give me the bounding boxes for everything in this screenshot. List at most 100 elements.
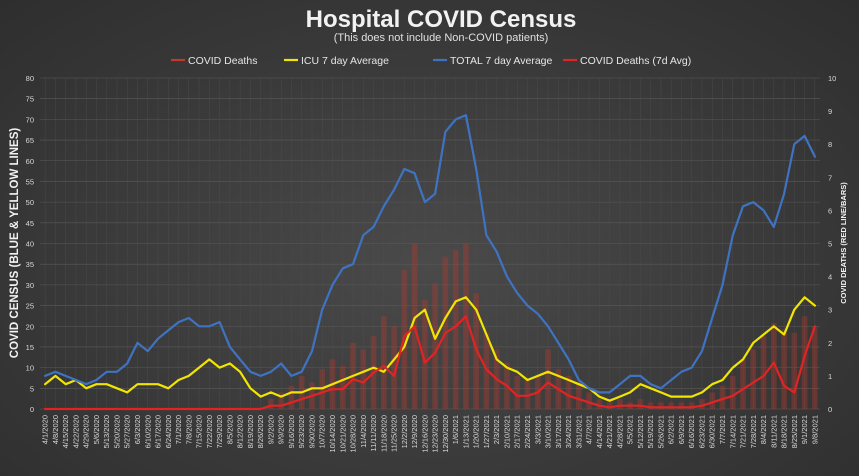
y-right-tick-label: 4 (828, 273, 832, 282)
y-right-tick-label: 8 (828, 140, 832, 149)
x-tick-label: 9/16/2020 (287, 415, 296, 448)
death-bar (729, 375, 736, 409)
death-bar (770, 322, 777, 409)
series-line-icu-7-day-average (43, 296, 817, 402)
x-tick-label: 9/9/2020 (277, 415, 286, 444)
x-tick-label: 6/10/2020 (143, 415, 152, 448)
legend-label: TOTAL 7 day Average (450, 55, 552, 67)
death-bar (647, 402, 654, 409)
death-bar (514, 375, 521, 409)
death-bar (617, 399, 623, 409)
y-left-tick-label: 35 (26, 260, 34, 269)
x-tick-label: 2/17/2021 (513, 415, 522, 448)
death-bar (760, 336, 767, 409)
x-tick-label: 6/16/2021 (687, 415, 696, 448)
x-tick-label: 10/7/2020 (318, 415, 327, 448)
y-left-tick-label: 20 (26, 322, 34, 331)
y-right-tick-label: 7 (828, 173, 832, 182)
x-tick-label: 7/1/2020 (174, 415, 183, 444)
death-bar (740, 359, 746, 409)
x-tick-label: 7/7/2021 (718, 415, 727, 444)
y-left-tick-label: 65 (26, 136, 34, 145)
y-left-tick-label: 0 (30, 405, 34, 414)
series-line-total-7-day-average (43, 114, 817, 394)
x-tick-label: 4/8/2020 (51, 415, 60, 444)
death-bar (524, 379, 531, 409)
x-tick-label: 4/21/2021 (605, 415, 614, 448)
death-bar (719, 385, 726, 409)
death-bar (432, 283, 438, 409)
x-tick-label: 3/3/2021 (533, 415, 542, 444)
legend-label: ICU 7 day Average (301, 55, 389, 67)
death-bar (699, 399, 705, 409)
y-left-tick-label: 45 (26, 219, 34, 228)
x-tick-label: 12/16/2020 (420, 415, 429, 453)
x-tick-label: 12/30/2020 (441, 415, 450, 453)
y-right-tick-label: 6 (828, 206, 832, 215)
x-tick-label: 5/13/2020 (102, 415, 111, 448)
grid (40, 77, 820, 410)
y-left-tick-label: 5 (30, 384, 34, 393)
death-bar (422, 299, 428, 409)
y-left-tick-label: 55 (26, 177, 34, 186)
x-tick-label: 3/17/2021 (554, 415, 563, 448)
y-left-tick-label: 70 (26, 115, 34, 124)
death-bar (463, 243, 469, 409)
x-tick-label: 7/28/2021 (749, 415, 758, 448)
x-tick-label: 8/4/2021 (759, 415, 768, 444)
x-tick-label: 5/12/2021 (636, 415, 645, 448)
x-tick-label: 7/22/2020 (205, 415, 214, 448)
x-tick-label: 8/5/2020 (225, 415, 234, 444)
x-tick-label: 1/20/2021 (472, 415, 481, 448)
x-tick-label: 4/22/2020 (71, 415, 80, 448)
x-tick-label: 6/17/2020 (154, 415, 163, 448)
y-left-tick-label: 40 (26, 240, 34, 249)
death-bar (483, 332, 490, 409)
series-line-covid-deaths-7d-avg (43, 315, 817, 411)
x-tick-label: 6/3/2020 (133, 415, 142, 444)
legend-item: ICU 7 day Average (284, 55, 389, 67)
death-bar (688, 402, 695, 409)
y-right-tick-label: 0 (828, 405, 832, 414)
x-tick-label: 12/23/2020 (431, 415, 440, 453)
x-tick-label: 4/28/2021 (615, 415, 624, 448)
x-tick-label: 10/28/2020 (349, 415, 358, 453)
x-tick-label: 6/9/2021 (677, 415, 686, 444)
y-axis-right-ticks: 0 1 2 3 4 5 6 7 8 9 10 (828, 74, 836, 414)
death-bar (288, 385, 295, 409)
x-tick-label: 4/15/2020 (61, 415, 70, 448)
x-tick-label: 5/26/2021 (656, 415, 665, 448)
x-tick-label: 4/29/2020 (82, 415, 91, 448)
legend-item: COVID Deaths (7d Avg) (563, 55, 691, 67)
x-tick-label: 8/12/2020 (236, 415, 245, 448)
x-tick-label: 10/14/2020 (328, 415, 337, 453)
chart-subtitle: (This does not include Non-COVID patient… (334, 32, 549, 44)
x-tick-label: 1/27/2021 (482, 415, 491, 448)
y-axis-left-ticks: 0 5 10 15 20 25 30 35 40 45 50 55 60 65 70 75 80 (26, 74, 34, 414)
death-bar (596, 399, 603, 409)
x-tick-label: 9/2/2020 (266, 415, 275, 444)
x-tick-label: 8/26/2020 (256, 415, 265, 448)
x-tick-label: 7/8/2020 (184, 415, 193, 444)
death-bar (452, 250, 459, 409)
x-tick-label: 11/25/2020 (390, 415, 399, 452)
death-bar (801, 316, 808, 409)
x-tick-label: 9/30/2020 (307, 415, 316, 448)
x-tick-label: 2/10/2021 (502, 415, 511, 448)
x-tick-label: 12/2/2020 (400, 415, 409, 448)
y-right-tick-label: 5 (828, 240, 832, 249)
y-right-tick-label: 9 (828, 107, 832, 116)
x-tick-label: 3/31/2021 (574, 415, 583, 448)
death-bar (565, 375, 572, 409)
death-bar (781, 329, 787, 409)
death-bar (586, 392, 592, 409)
x-tick-label: 8/18/2021 (780, 415, 789, 448)
death-bar (360, 349, 367, 409)
y-left-tick-label: 80 (26, 74, 34, 83)
death-bar (658, 402, 664, 409)
x-tick-label: 6/23/2021 (697, 415, 706, 448)
x-tick-label: 5/6/2020 (92, 415, 101, 444)
y-right-tick-label: 10 (828, 74, 836, 83)
y-right-tick-label: 2 (828, 339, 832, 348)
x-tick-label: 3/10/2021 (544, 415, 553, 448)
